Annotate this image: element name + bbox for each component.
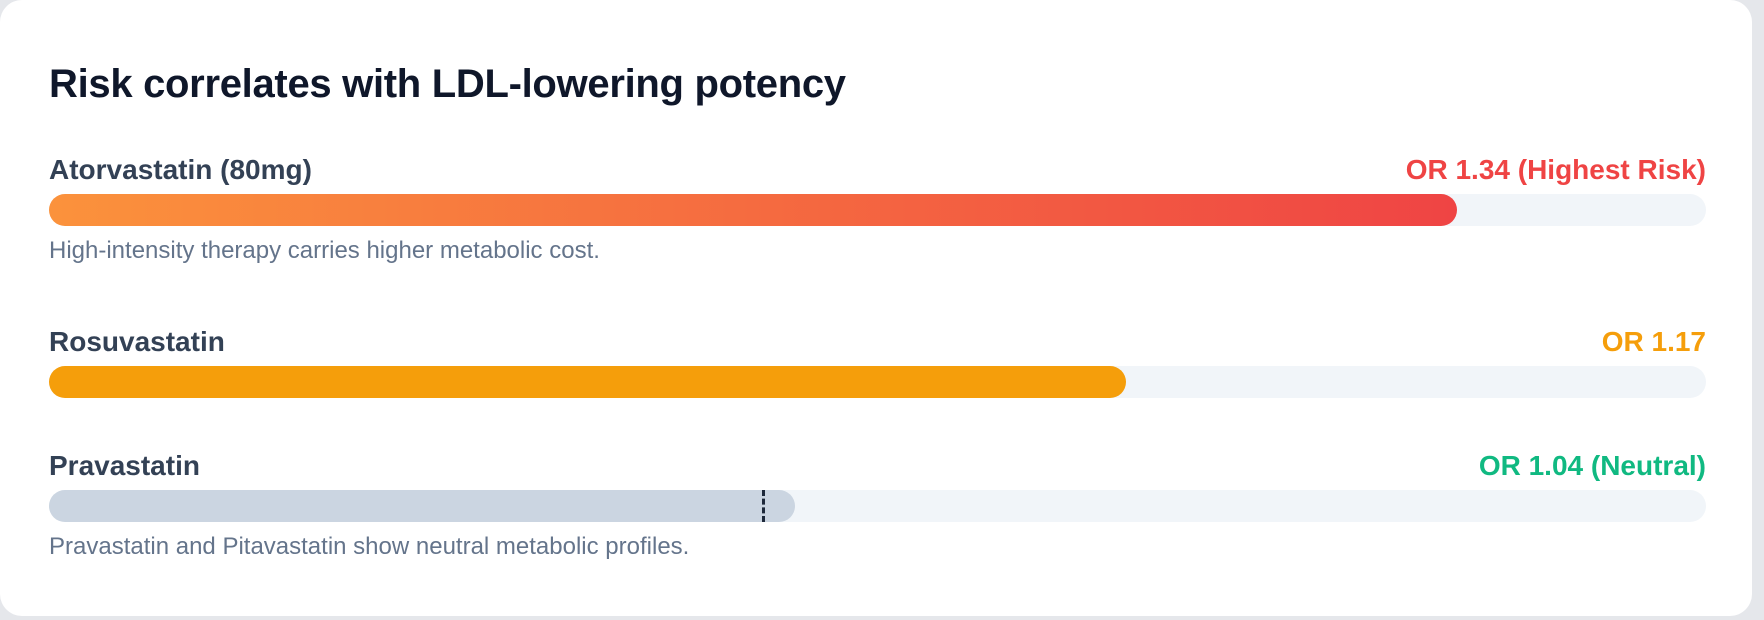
- bar-marker: [761, 490, 765, 522]
- odds-ratio: OR 1.04 (Neutral): [1478, 450, 1706, 481]
- row-header: Rosuvastatin OR 1.17: [49, 322, 1706, 362]
- bar-fill: [49, 366, 1127, 398]
- bar-track: [49, 366, 1706, 398]
- row-header: Atorvastatin (80mg) OR 1.34 (Highest Risk…: [49, 150, 1706, 190]
- bar-fill: [49, 490, 795, 522]
- card-title: Risk correlates with LDL-lowering potenc…: [49, 62, 846, 106]
- bar-fill: [49, 194, 1458, 226]
- odds-ratio: OR 1.34 (Highest Risk): [1405, 154, 1706, 185]
- row-header: Pravastatin OR 1.04 (Neutral): [49, 446, 1706, 486]
- drug-label: Rosuvastatin: [49, 326, 225, 357]
- row-note: Pravastatin and Pitavastatin show neutra…: [49, 533, 690, 560]
- drug-label: Pravastatin: [49, 450, 200, 481]
- drug-label: Atorvastatin (80mg): [49, 154, 312, 185]
- bar-track: [49, 490, 1706, 522]
- risk-row: Rosuvastatin OR 1.17: [49, 322, 1706, 398]
- rows: Atorvastatin (80mg) OR 1.34 (Highest Risk…: [49, 150, 1706, 562]
- risk-row: Pravastatin OR 1.04 (Neutral) Pravastatin …: [49, 446, 1706, 562]
- odds-ratio: OR 1.17: [1601, 326, 1706, 357]
- risk-row: Atorvastatin (80mg) OR 1.34 (Highest Risk…: [49, 150, 1706, 266]
- row-note: High-intensity therapy carries higher me…: [49, 237, 600, 264]
- bar-track: [49, 194, 1706, 226]
